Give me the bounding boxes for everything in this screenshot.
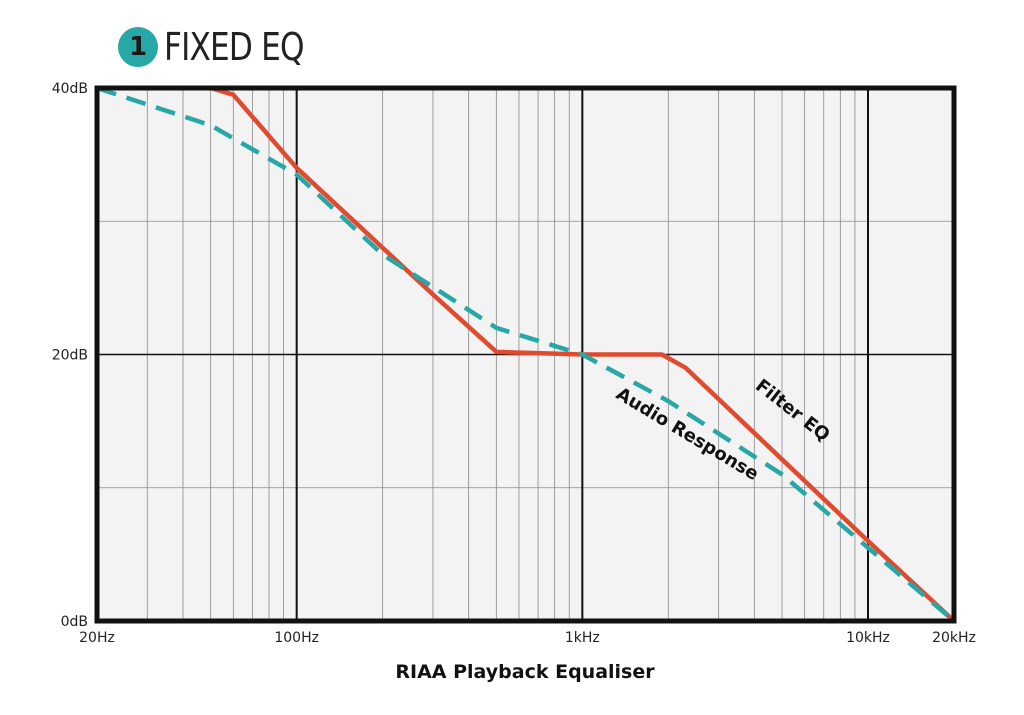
y-tick-labels: 0dB 20dB 40dB xyxy=(52,81,88,630)
plot-frame xyxy=(94,85,957,624)
x-tick-label: 20kHz xyxy=(932,630,976,646)
y-tick-label: 20dB xyxy=(52,348,88,364)
x-tick-label: 20Hz xyxy=(79,630,115,646)
chart-header: 1 FIXED EQ xyxy=(118,22,334,72)
step-number-badge: 1 xyxy=(118,27,158,67)
x-axis-label: RIAA Playback Equaliser xyxy=(395,661,655,683)
chart-title: FIXED EQ xyxy=(164,25,305,69)
filter-eq-line xyxy=(94,85,957,624)
x-tick-label: 1kHz xyxy=(565,630,600,646)
y-tick-label: 0dB xyxy=(61,614,88,630)
audio-response-line xyxy=(96,85,956,623)
series-layer xyxy=(94,85,957,624)
x-tick-label: 10kHz xyxy=(846,630,890,646)
x-tick-label: 100Hz xyxy=(274,630,319,646)
x-tick-labels: 20Hz 100Hz 1kHz 10kHz 20kHz xyxy=(79,630,976,646)
y-tick-label: 40dB xyxy=(52,81,88,97)
